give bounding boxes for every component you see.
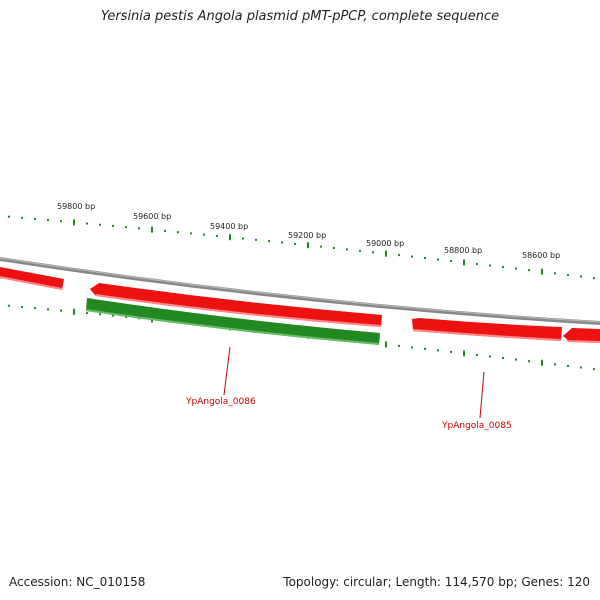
minor-tick: [99, 223, 101, 226]
minor-tick: [268, 240, 270, 243]
minor-tick: [411, 255, 413, 258]
forward-gene[interactable]: [90, 283, 382, 327]
gene-label-ypangola-0085[interactable]: YpAngola_0085: [441, 421, 512, 431]
major-tick: [307, 242, 309, 249]
map-title: Yersinia pestis Angola plasmid pMT-pPCP,…: [100, 9, 500, 24]
minor-tick: [346, 248, 348, 251]
minor-tick: [86, 312, 88, 315]
major-tick: [541, 359, 543, 366]
scale-label: 59400 bp: [210, 222, 248, 231]
gene-label-ypangola-0086[interactable]: YpAngola_0086: [185, 397, 256, 407]
gene-ypangola-0086[interactable]: [86, 298, 380, 345]
minor-tick: [528, 269, 530, 272]
minor-tick: [424, 347, 426, 350]
minor-tick: [528, 360, 530, 363]
scale-labels: 59800 bp 59600 bp 59400 bp 59200 bp 5900…: [57, 202, 560, 260]
minor-tick: [99, 313, 101, 316]
forward-gene[interactable]: [0, 267, 64, 290]
minor-tick: [34, 217, 36, 220]
minor-tick: [593, 368, 595, 371]
minor-tick: [294, 242, 296, 245]
minor-tick: [411, 346, 413, 349]
major-tick: [385, 250, 387, 257]
minor-tick: [398, 344, 400, 347]
minor-tick: [86, 222, 88, 225]
minor-tick: [190, 232, 192, 235]
scale-label: 58800 bp: [444, 246, 482, 255]
minor-tick: [450, 260, 452, 262]
minor-tick: [320, 245, 322, 248]
minor-tick: [437, 258, 439, 261]
major-tick: [151, 226, 153, 233]
scale-label: 59000 bp: [366, 239, 404, 248]
major-tick: [463, 350, 465, 357]
minor-tick: [47, 308, 49, 311]
minor-tick: [372, 251, 374, 254]
scale-label: 58600 bp: [522, 251, 560, 260]
minor-tick: [177, 231, 179, 234]
minor-tick: [47, 219, 49, 222]
minor-tick: [125, 226, 127, 229]
sequence-summary: Topology: circular; Length: 114,570 bp; …: [283, 575, 590, 589]
major-tick: [541, 268, 543, 275]
minor-tick: [450, 350, 452, 353]
major-tick: [73, 219, 75, 226]
minor-tick: [424, 257, 426, 260]
minor-tick: [34, 307, 36, 310]
minor-tick: [112, 224, 114, 227]
minor-tick: [8, 304, 10, 307]
minor-tick: [8, 215, 10, 218]
gene-ypangola-0085[interactable]: [412, 318, 562, 341]
minor-tick: [242, 237, 244, 240]
minor-tick: [476, 263, 478, 266]
minor-tick: [398, 254, 400, 257]
minor-tick: [593, 277, 595, 280]
minor-tick: [502, 266, 504, 269]
label-leader-line: [479, 371, 485, 419]
minor-tick: [567, 364, 569, 367]
minor-tick: [580, 366, 582, 369]
minor-tick: [359, 249, 361, 252]
minor-tick: [554, 272, 556, 275]
minor-tick: [502, 357, 504, 360]
major-tick: [73, 308, 75, 315]
minor-tick: [333, 247, 335, 250]
minor-tick: [60, 309, 62, 312]
plasmid-backbone: [0, 257, 600, 325]
minor-tick: [60, 220, 62, 223]
minor-tick: [281, 241, 283, 244]
minor-tick: [515, 267, 517, 270]
minor-tick: [437, 349, 439, 352]
minor-tick: [164, 229, 166, 232]
minor-tick: [112, 314, 114, 317]
minor-tick: [489, 355, 491, 358]
forward-gene[interactable]: [563, 328, 600, 343]
minor-tick: [580, 275, 582, 278]
minor-tick: [567, 273, 569, 276]
minor-tick: [203, 233, 205, 236]
minor-tick: [489, 264, 491, 267]
major-tick: [385, 341, 387, 348]
minor-tick: [21, 305, 23, 308]
minor-tick: [21, 216, 23, 219]
accession-info: Accession: NC_010158: [9, 575, 146, 589]
major-tick: [229, 234, 231, 241]
scale-label: 59600 bp: [133, 212, 171, 221]
scale-label: 59200 bp: [288, 231, 326, 240]
minor-tick: [216, 234, 218, 237]
label-leader-line: [223, 346, 231, 396]
outer-scale-ticks: [8, 215, 595, 280]
minor-tick: [125, 315, 127, 318]
minor-tick: [476, 353, 478, 356]
minor-tick: [515, 358, 517, 361]
scale-label: 59800 bp: [57, 202, 95, 211]
minor-tick: [554, 363, 556, 366]
minor-tick: [138, 227, 140, 230]
minor-tick: [255, 238, 257, 241]
major-tick: [463, 259, 465, 266]
